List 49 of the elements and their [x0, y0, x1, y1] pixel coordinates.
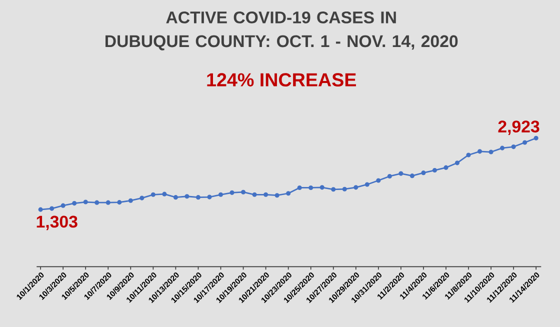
- point: [410, 173, 414, 178]
- point: [140, 196, 144, 200]
- point: [274, 192, 280, 198]
- point: [117, 200, 122, 204]
- point: [184, 194, 190, 198]
- point: [466, 152, 471, 158]
- point: [50, 206, 54, 211]
- point: [421, 170, 426, 175]
- point: [331, 186, 336, 192]
- point: [264, 192, 268, 197]
- point: [83, 200, 88, 204]
- point: [128, 198, 133, 203]
- point: [342, 186, 347, 192]
- point: [511, 144, 516, 149]
- point: [207, 194, 212, 200]
- chart-title: ACTIVE COVID-19 CASES IN DUBUQUE COUNTY: OCT. 1 - NOV. 14, 2020: [106, 11, 458, 50]
- point: [308, 185, 314, 190]
- point: [477, 148, 482, 154]
- point: [398, 171, 404, 176]
- point: [162, 192, 167, 196]
- point: [106, 200, 110, 205]
- point: [252, 192, 257, 197]
- point: [240, 190, 246, 194]
- point: [387, 174, 392, 178]
- point: [500, 146, 505, 150]
- point: [230, 190, 234, 195]
- point: [454, 160, 460, 166]
- point: [94, 200, 100, 205]
- chart-subtitle: 124% INCREASE: [207, 72, 356, 86]
- point: [297, 185, 302, 190]
- point: [488, 150, 494, 154]
- data-label: 2,923: [498, 120, 540, 135]
- point: [364, 182, 370, 187]
- point: [376, 178, 381, 183]
- point: [38, 207, 43, 212]
- point: [522, 140, 528, 145]
- data-label: 1,303: [36, 216, 78, 230]
- point: [432, 168, 437, 172]
- point: [173, 194, 178, 200]
- point: [320, 184, 324, 190]
- point: [218, 192, 224, 197]
- point: [60, 203, 66, 208]
- point: [196, 194, 201, 200]
- point: [286, 190, 291, 196]
- point: [534, 136, 538, 140]
- point: [354, 184, 358, 190]
- point: [150, 192, 156, 197]
- point: [444, 165, 448, 170]
- point: [72, 200, 77, 206]
